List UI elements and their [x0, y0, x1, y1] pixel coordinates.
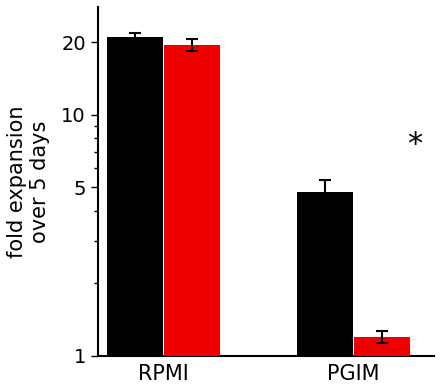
- Bar: [164, 45, 220, 391]
- Bar: [107, 37, 163, 391]
- Text: *: *: [407, 130, 422, 159]
- Y-axis label: fold expansion
over 5 days: fold expansion over 5 days: [7, 105, 50, 258]
- Bar: [355, 337, 410, 391]
- Bar: [297, 192, 353, 391]
